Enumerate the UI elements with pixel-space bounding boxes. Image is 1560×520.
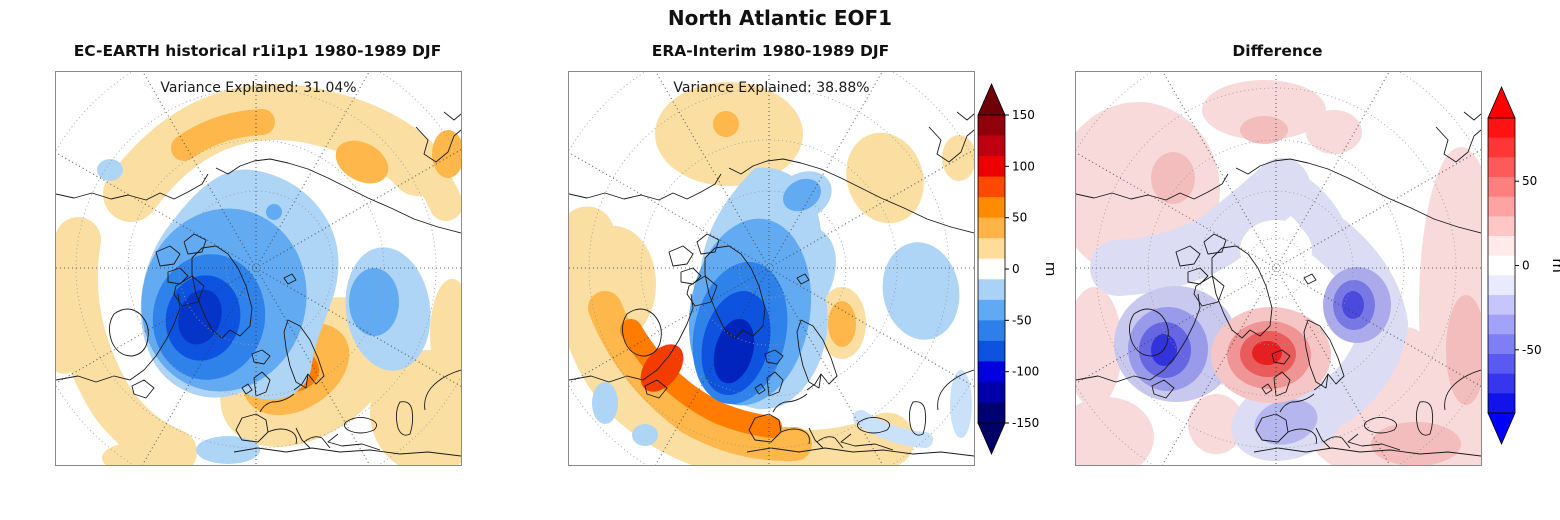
- colorbar-segment: [1488, 196, 1515, 217]
- colorbar-tick-label: 0: [1012, 262, 1020, 276]
- colorbar-unit-label: m: [1549, 258, 1560, 273]
- colorbar-anomaly-svg: 150 100 50 0 -50 -100 -150 m: [977, 82, 1060, 456]
- colorbar-segment: [978, 238, 1005, 260]
- colorbar-segment: [1488, 393, 1515, 414]
- colorbar-difference: 50 0 -50 m: [1484, 85, 1560, 450]
- colorbar-segment: [1488, 334, 1515, 355]
- map-panel-era-interim: ERA-Interim 1980-1989 DJF: [568, 42, 975, 466]
- colorbar-segment: [978, 197, 1005, 219]
- colorbar-anomaly: 150 100 50 0 -50 -100 -150 m: [974, 82, 1060, 460]
- colorbar-segment: [978, 115, 1005, 137]
- colorbar-tick-label: 150: [1012, 108, 1035, 122]
- map-frame-difference: [1075, 71, 1482, 466]
- colorbar-arrow-up: [977, 82, 1006, 116]
- colorbar-segment: [978, 279, 1005, 301]
- colorbar-tick-label: 50: [1522, 174, 1537, 188]
- colorbar-arrow-up: [1487, 85, 1516, 119]
- colorbar-arrow-down: [1487, 412, 1516, 446]
- colorbar-tick-label: 0: [1522, 259, 1530, 273]
- colorbar-segment: [1488, 177, 1515, 198]
- map-ec-earth: [56, 72, 461, 465]
- colorbar-tick-label: -100: [1012, 365, 1039, 379]
- colorbar-segment: [978, 299, 1005, 321]
- anomaly-field-difference: [1076, 80, 1481, 465]
- colorbar-tick-label: -50: [1012, 313, 1032, 327]
- colorbar-segment: [1488, 295, 1515, 316]
- figure-title: North Atlantic EOF1: [667, 6, 893, 30]
- map-difference: [1076, 72, 1481, 465]
- colorbar-segment: [978, 340, 1005, 362]
- colorbar-segment: [1488, 255, 1515, 276]
- colorbar-unit-label: m: [1042, 262, 1054, 277]
- colorbar-tick-label: -50: [1522, 343, 1542, 357]
- colorbar-segment: [1488, 236, 1515, 257]
- colorbar-segment: [978, 381, 1005, 404]
- colorbar-tick-label: -150: [1012, 416, 1039, 430]
- panel-title-difference: Difference: [1232, 42, 1323, 60]
- map-frame-ec-earth: Variance Explained: 31.04%: [55, 71, 462, 466]
- colorbar-segment: [978, 361, 1005, 383]
- colorbar-segment: [1488, 373, 1515, 394]
- colorbar-tick-label: 50: [1012, 211, 1027, 225]
- panel-title-era-interim: ERA-Interim 1980-1989 DJF: [651, 42, 890, 60]
- panel-title-ec-earth: EC-EARTH historical r1i1p1 1980-1989 DJF: [73, 42, 442, 60]
- colorbar-difference-svg: 50 0 -50 m: [1487, 85, 1560, 446]
- colorbar-segment: [1488, 137, 1515, 158]
- anomaly-field-ec-earth: [56, 84, 461, 465]
- colorbar-segment: [978, 258, 1005, 280]
- variance-annotation-ec-earth: Variance Explained: 31.04%: [160, 80, 357, 96]
- colorbar-segment: [1488, 118, 1515, 139]
- colorbar-segment: [978, 217, 1005, 239]
- colorbar-segment: [1488, 314, 1515, 335]
- map-frame-era-interim: Variance Explained: 38.88%: [568, 71, 975, 466]
- colorbar-segment: [1488, 275, 1515, 296]
- colorbar-segment: [1488, 216, 1515, 237]
- colorbar-segment: [978, 156, 1005, 178]
- variance-annotation-era-interim: Variance Explained: 38.88%: [673, 80, 870, 96]
- colorbar-segment: [1488, 157, 1515, 178]
- map-panel-ec-earth: EC-EARTH historical r1i1p1 1980-1989 DJF: [55, 42, 462, 466]
- map-panel-difference: Difference: [1075, 42, 1482, 466]
- anomaly-field-era-interim: [569, 82, 974, 465]
- colorbar-segment: [1488, 354, 1515, 375]
- colorbar-segment: [978, 402, 1005, 424]
- colorbar-segment: [978, 176, 1005, 198]
- colorbar-arrow-down: [977, 422, 1006, 456]
- colorbar-segment: [978, 135, 1005, 157]
- colorbar-tick-label: 100: [1012, 159, 1035, 173]
- colorbar-segment: [978, 320, 1005, 342]
- map-era-interim: [569, 72, 974, 465]
